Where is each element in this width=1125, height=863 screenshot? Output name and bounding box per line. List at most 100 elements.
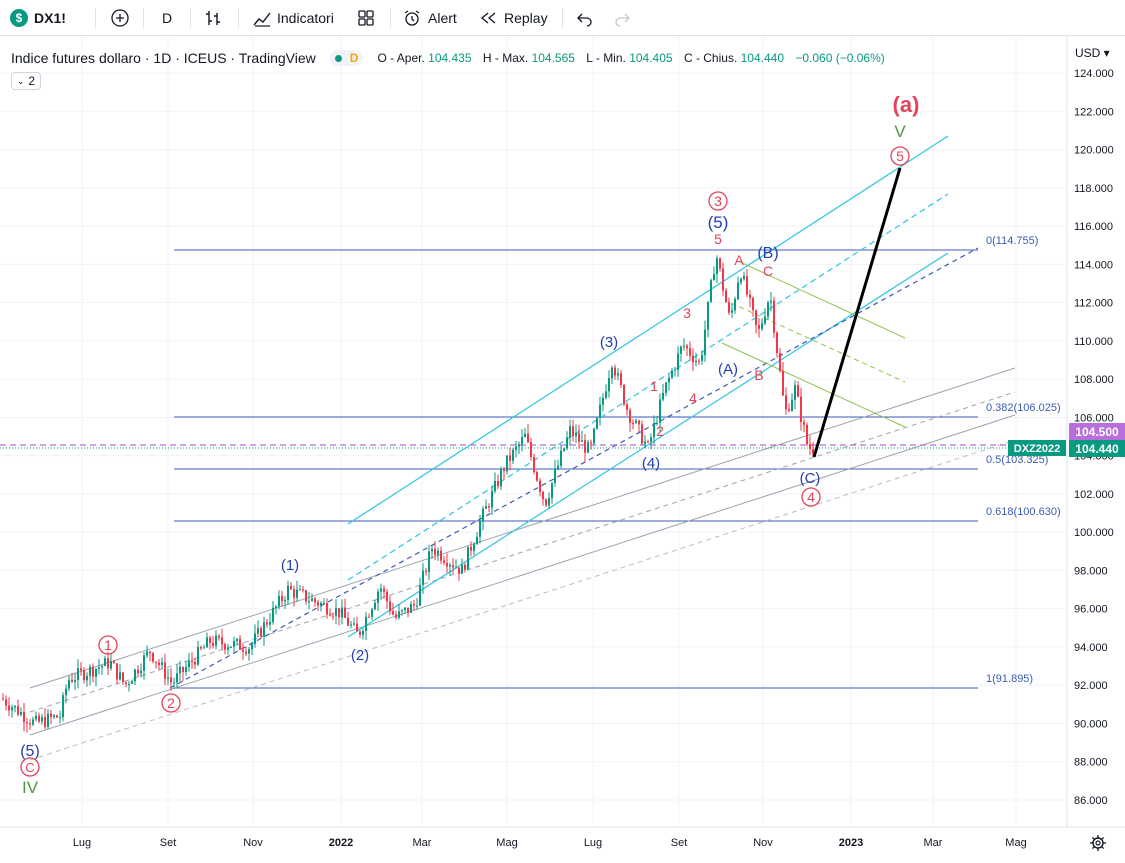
rewind-icon xyxy=(480,9,498,27)
candle-body xyxy=(14,705,16,708)
candle-body xyxy=(515,446,517,450)
market-status[interactable]: D xyxy=(329,50,364,66)
candle-body xyxy=(275,606,277,608)
candle-body xyxy=(284,599,286,602)
candle-body xyxy=(686,345,688,349)
candle-body xyxy=(794,385,796,400)
candle-body xyxy=(557,465,559,470)
time-tick-label: Lug xyxy=(584,837,602,849)
candle-body xyxy=(212,642,214,646)
alarm-clock-icon xyxy=(402,8,422,28)
candle-body xyxy=(782,370,784,396)
candle-body xyxy=(617,373,619,376)
candle-body xyxy=(413,604,415,606)
gray-channel[interactable] xyxy=(29,367,1016,761)
candle-body xyxy=(2,698,4,700)
candle-body xyxy=(107,658,109,669)
candle-body xyxy=(179,666,181,674)
indicators-button[interactable]: Indicatori xyxy=(252,0,334,36)
collapsed-count: 2 xyxy=(28,74,36,88)
fibonacci-levels[interactable] xyxy=(174,249,978,689)
cyan-channel[interactable] xyxy=(347,135,949,638)
redo-button[interactable] xyxy=(613,0,631,36)
candle-body xyxy=(563,448,565,451)
candle-body xyxy=(86,676,88,681)
candle-body xyxy=(704,329,706,355)
candle-body xyxy=(77,668,79,681)
candle-body xyxy=(152,652,154,662)
chart-type-button[interactable] xyxy=(204,0,224,36)
candle-body xyxy=(431,548,433,552)
candle-body xyxy=(785,395,787,410)
add-compare-button[interactable] xyxy=(110,0,130,36)
candle-body xyxy=(80,668,82,671)
low-label: L - Min. xyxy=(586,51,626,65)
candle-body xyxy=(50,713,52,718)
candle-body xyxy=(752,297,754,311)
price-tick-label: 96.000 xyxy=(1074,604,1108,616)
candle-body xyxy=(446,562,448,567)
time-tick-label: Mag xyxy=(1005,837,1026,849)
blue-dashed-line[interactable] xyxy=(169,247,979,689)
candle-body xyxy=(137,669,139,674)
candle-body xyxy=(206,637,208,648)
time-axis[interactable]: Lug Set Nov 2022 Mar Mag Lug Set Nov 2023 Mar Mag xyxy=(73,837,1027,849)
currency-selector[interactable]: USD ▾ xyxy=(1075,46,1110,60)
legend-collapse-button[interactable]: ⌄ 2 xyxy=(11,72,41,90)
candle-body xyxy=(260,628,262,637)
candle-body xyxy=(434,548,436,555)
time-tick-label: Lug xyxy=(73,837,91,849)
candle-body xyxy=(167,677,169,679)
candle-body xyxy=(185,666,187,673)
candle-body xyxy=(740,279,742,283)
candle-body xyxy=(65,688,67,696)
candle-body xyxy=(404,607,406,611)
candle-body xyxy=(668,377,670,383)
candle-body xyxy=(713,274,715,281)
candle-body xyxy=(473,544,475,551)
price-axis[interactable]: 124.000 122.000 120.000 118.000 116.000 114.0… xyxy=(1074,68,1114,807)
undo-button[interactable] xyxy=(576,0,594,36)
price-tick-label: 116.000 xyxy=(1074,221,1113,233)
candle-body xyxy=(17,705,19,715)
candle-body xyxy=(701,354,703,361)
symbol-search-button[interactable]: $ DX1! xyxy=(10,0,66,36)
price-tick-label: 114.000 xyxy=(1074,259,1113,271)
candle-body xyxy=(767,302,769,317)
templates-button[interactable] xyxy=(356,0,376,36)
candle-body xyxy=(377,591,379,603)
candle-body xyxy=(467,546,469,570)
candle-body xyxy=(251,644,253,650)
candle-body xyxy=(650,437,652,442)
candle-body xyxy=(722,268,724,291)
green-channel[interactable] xyxy=(721,261,906,428)
candle-body xyxy=(401,610,403,612)
candle-body xyxy=(161,662,163,666)
candle-body xyxy=(485,506,487,509)
gear-icon[interactable] xyxy=(1090,835,1106,851)
candle-body xyxy=(809,444,811,450)
projection-line[interactable] xyxy=(812,167,902,458)
candle-body xyxy=(569,426,571,438)
time-tick-label: Mag xyxy=(496,837,517,849)
interval-button[interactable]: D xyxy=(162,0,172,36)
candle-body xyxy=(416,605,418,607)
candle-body xyxy=(800,396,802,423)
alert-label: Alert xyxy=(428,10,457,26)
candle-body xyxy=(20,711,22,715)
candle-body xyxy=(758,325,760,329)
candle-body xyxy=(224,644,226,650)
wave-blue-4: (4) xyxy=(642,455,660,472)
wave-red-3: 3 xyxy=(683,305,691,321)
alert-button[interactable]: Alert xyxy=(402,0,457,36)
candle-body xyxy=(254,633,256,645)
replay-button[interactable]: Replay xyxy=(480,0,548,36)
candle-body xyxy=(512,449,514,461)
time-tick-label: Nov xyxy=(753,837,773,849)
grid-icon xyxy=(356,8,376,28)
candle-body xyxy=(104,658,106,667)
price-chart[interactable]: 0(114.755) 0.382(106.025) 0.5(103.325) 0… xyxy=(0,36,1125,863)
candle-body xyxy=(458,567,460,574)
candle-body xyxy=(530,442,532,458)
candles[interactable] xyxy=(2,255,814,733)
